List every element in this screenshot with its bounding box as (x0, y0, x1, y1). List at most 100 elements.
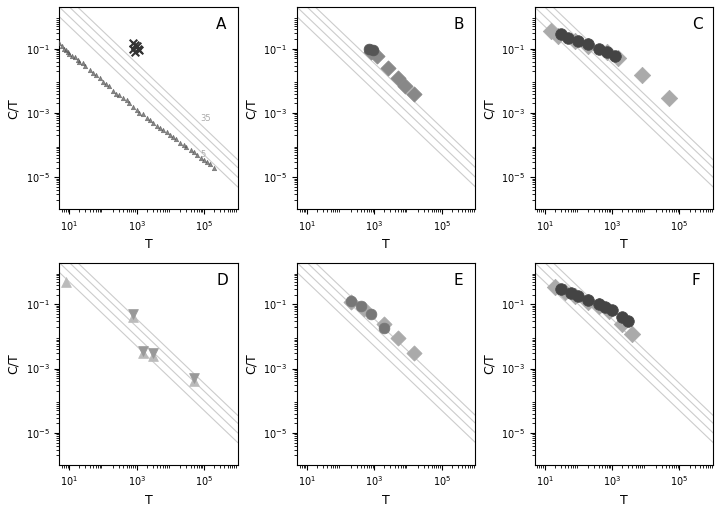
Point (609, 52, 621, 60)
Text: E: E (454, 272, 464, 288)
Point (123, 99, 135, 107)
Point (593, 300, 604, 308)
Point (616, 320, 628, 328)
Point (127, 103, 139, 112)
Y-axis label: C/T: C/T (482, 354, 495, 374)
Point (111, 89, 122, 98)
Point (201, 158, 212, 166)
Point (599, 303, 611, 311)
Point (562, 33, 574, 42)
Point (53, 39, 65, 47)
Point (63, 49, 75, 58)
Point (73, 58, 85, 66)
Point (379, 320, 390, 328)
Point (555, 285, 567, 293)
Text: 5: 5 (201, 150, 206, 159)
Point (121, 96, 132, 104)
Point (147, 349, 158, 357)
Point (408, 89, 420, 98)
Point (144, 116, 156, 124)
Point (134, 46, 145, 54)
Point (359, 305, 370, 314)
Point (161, 128, 173, 136)
Point (195, 154, 207, 162)
Point (582, 42, 594, 50)
Point (572, 292, 584, 300)
Point (137, 349, 148, 357)
Point (191, 151, 202, 159)
Point (204, 160, 216, 169)
Point (626, 330, 638, 338)
X-axis label: T: T (620, 494, 628, 507)
Point (130, 41, 141, 49)
X-axis label: T: T (145, 494, 153, 507)
Y-axis label: C/T: C/T (245, 354, 258, 374)
Point (606, 306, 618, 315)
Text: B: B (454, 17, 464, 32)
Point (113, 91, 125, 100)
Point (157, 125, 168, 134)
Point (552, 32, 564, 40)
Point (167, 133, 179, 141)
Point (87, 68, 99, 77)
Point (365, 48, 377, 56)
Point (188, 374, 199, 382)
X-axis label: T: T (382, 494, 390, 507)
Point (382, 64, 394, 72)
Point (593, 302, 604, 310)
Point (131, 42, 143, 50)
Point (565, 289, 577, 298)
Point (94, 74, 106, 82)
Point (56, 42, 68, 50)
Point (165, 131, 176, 139)
Point (137, 347, 148, 355)
Point (545, 27, 557, 35)
Text: A: A (216, 17, 227, 32)
Point (582, 296, 594, 304)
Point (131, 106, 143, 115)
Point (155, 123, 166, 132)
Text: 35: 35 (201, 114, 212, 123)
X-axis label: T: T (620, 238, 628, 251)
Point (379, 324, 390, 333)
Point (399, 82, 410, 90)
Point (392, 334, 404, 342)
Point (66, 52, 78, 60)
Point (60, 46, 72, 54)
Point (80, 62, 91, 70)
Y-axis label: C/T: C/T (7, 98, 20, 119)
Point (60, 278, 72, 286)
Point (664, 94, 675, 102)
Text: F: F (692, 272, 701, 288)
Point (616, 313, 628, 321)
Point (188, 377, 199, 386)
X-axis label: T: T (145, 238, 153, 251)
Point (572, 36, 584, 45)
Point (345, 298, 356, 306)
Point (171, 135, 182, 143)
Point (134, 109, 145, 117)
Point (570, 292, 581, 300)
Point (355, 302, 366, 310)
Point (372, 52, 383, 60)
Point (603, 307, 615, 316)
Y-axis label: C/T: C/T (245, 98, 258, 119)
Point (127, 313, 139, 321)
Point (117, 94, 129, 102)
Point (208, 163, 220, 172)
Point (408, 349, 420, 357)
X-axis label: T: T (382, 238, 390, 251)
Point (392, 74, 404, 82)
Point (188, 148, 199, 156)
Y-axis label: C/T: C/T (482, 98, 495, 119)
Point (127, 310, 139, 318)
Point (72, 56, 84, 64)
Point (612, 54, 624, 63)
Text: C: C (692, 17, 702, 32)
Point (181, 142, 192, 151)
Point (132, 45, 144, 53)
Point (147, 352, 158, 360)
Point (100, 80, 112, 88)
Point (549, 283, 561, 291)
Y-axis label: C/T: C/T (7, 354, 20, 374)
